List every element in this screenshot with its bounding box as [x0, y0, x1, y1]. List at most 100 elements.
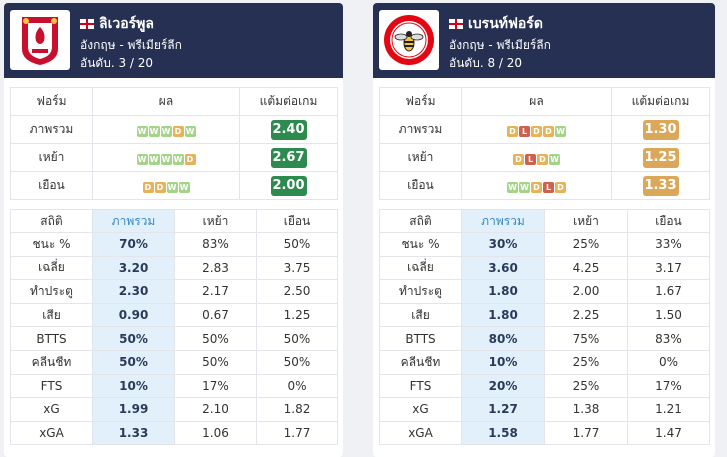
team-name[interactable]: เบรนท์ฟอร์ด: [468, 16, 543, 32]
stat-away-value: 1.82: [256, 397, 338, 422]
result-pill: L: [519, 125, 530, 137]
stat-away-value: 1.25: [256, 302, 338, 328]
result-pill: W: [148, 153, 160, 165]
stat-label: FTS: [10, 373, 93, 399]
stat-label: ชนะ %: [10, 232, 93, 257]
stat-home-value: 2.10: [174, 397, 257, 422]
stats-row: เสีย 1.80 2.25 1.50: [379, 302, 710, 328]
stat-overall-value: 3.20: [92, 255, 175, 281]
team-name[interactable]: ลิเวอร์พูล: [99, 16, 154, 32]
result-pill: D: [172, 125, 184, 137]
result-pill: D: [555, 181, 566, 193]
stat-label: คลีนชีท: [379, 349, 462, 375]
stat-away-value: 1.50: [627, 302, 710, 328]
stat-home-value: 25%: [544, 232, 628, 257]
league-name[interactable]: อังกฤษ - พรีเมียร์ลีก: [449, 38, 551, 52]
stats-table: สถิติ ภาพรวม เหย้า เยือน ชนะ % 30% 25% 33% เ…: [379, 209, 710, 446]
stat-away-value: 2.50: [256, 279, 338, 304]
stat-away-value: 83%: [627, 326, 710, 351]
stat-home-value: 17%: [174, 373, 257, 399]
stat-overall-value: 0.90: [92, 302, 175, 328]
stat-label: เฉลี่ย: [10, 255, 93, 281]
form-col-header: ฟอร์ม: [379, 87, 462, 116]
stats-header-row: สถิติ ภาพรวม เหย้า เยือน: [10, 209, 338, 233]
stat-label: xGA: [379, 420, 462, 446]
stats-row: เฉลี่ย 3.60 4.25 3.17: [379, 255, 710, 281]
home-col-header[interactable]: เหย้า: [174, 209, 257, 233]
stat-label: เสีย: [379, 302, 462, 328]
result-pill: W: [136, 125, 148, 137]
home-col-header[interactable]: เหย้า: [544, 209, 628, 233]
stats-col-header: สถิติ: [10, 209, 93, 233]
away-col-header[interactable]: เยือน: [256, 209, 338, 233]
result-col-header: ผล: [92, 87, 240, 116]
result-pill: D: [531, 125, 542, 137]
stat-label: BTTS: [379, 326, 462, 351]
overall-col-header[interactable]: ภาพรวม: [461, 209, 545, 233]
stats-row: xGA 1.58 1.77 1.47: [379, 420, 710, 446]
stats-row: ทำประตู 2.30 2.17 2.50: [10, 279, 338, 304]
result-pill: W: [184, 125, 196, 137]
result-pill: D: [142, 181, 154, 193]
stat-away-value: 50%: [256, 232, 338, 257]
stats-row: FTS 20% 25% 17%: [379, 373, 710, 399]
stat-home-value: 83%: [174, 232, 257, 257]
stat-away-value: 1.67: [627, 279, 710, 304]
stats-row: ชนะ % 70% 83% 50%: [10, 232, 338, 257]
stat-home-value: 4.25: [544, 255, 628, 281]
result-pill: L: [525, 153, 536, 165]
result-pill: W: [160, 125, 172, 137]
team-card-brentford: เบรนท์ฟอร์ด อังกฤษ - พรีเมียร์ลีก อันดับ…: [373, 3, 715, 457]
result-pill: D: [513, 153, 524, 165]
result-pill: D: [537, 153, 548, 165]
result-pill: W: [166, 181, 178, 193]
league-name[interactable]: อังกฤษ - พรีเมียร์ลีก: [80, 38, 182, 52]
result-pill: L: [543, 181, 554, 193]
form-row-label: เยือน: [10, 171, 93, 200]
result-pill: D: [531, 181, 542, 193]
team-card-liverpool: ลิเวอร์พูล อังกฤษ - พรีเมียร์ลีก อันดับ.…: [4, 3, 343, 457]
stat-overall-value: 1.99: [92, 397, 175, 422]
overall-col-header[interactable]: ภาพรวม: [92, 209, 175, 233]
stat-overall-value: 50%: [92, 349, 175, 375]
ppg-badge: 2.67: [270, 147, 307, 168]
stat-label: เสีย: [10, 302, 93, 328]
result-pill: W: [160, 153, 172, 165]
stat-away-value: 33%: [627, 232, 710, 257]
stat-home-value: 50%: [174, 326, 257, 351]
result-pill: W: [555, 125, 566, 137]
stats-row: BTTS 50% 50% 50%: [10, 326, 338, 351]
result-pill: D: [154, 181, 166, 193]
ppg-badge: 1.30: [642, 119, 679, 140]
stat-home-value: 25%: [544, 349, 628, 375]
form-row-label: เหย้า: [10, 143, 93, 172]
result-pill: D: [543, 125, 554, 137]
stat-label: ชนะ %: [379, 232, 462, 257]
stat-label: BTTS: [10, 326, 93, 351]
team-logo[interactable]: [10, 10, 70, 70]
result-pill: W: [549, 153, 560, 165]
stats-row: FTS 10% 17% 0%: [10, 373, 338, 399]
away-col-header[interactable]: เยือน: [627, 209, 710, 233]
brentford-bee-crest-icon: [384, 15, 434, 65]
stat-overall-value: 2.30: [92, 279, 175, 304]
ppg-badge: 2.00: [270, 175, 307, 196]
stats-row: คลีนชีท 50% 50% 50%: [10, 349, 338, 375]
stat-overall-value: 1.80: [461, 279, 545, 304]
form-row-label: ภาพรวม: [379, 115, 462, 144]
ppg-badge: 1.25: [642, 147, 679, 168]
stat-home-value: 2.17: [174, 279, 257, 304]
team-logo[interactable]: [379, 10, 439, 70]
form-col-header: ฟอร์ม: [10, 87, 93, 116]
stat-overall-value: 70%: [92, 232, 175, 257]
form-row-label: เยือน: [379, 171, 462, 200]
result-col-header: ผล: [461, 87, 612, 116]
